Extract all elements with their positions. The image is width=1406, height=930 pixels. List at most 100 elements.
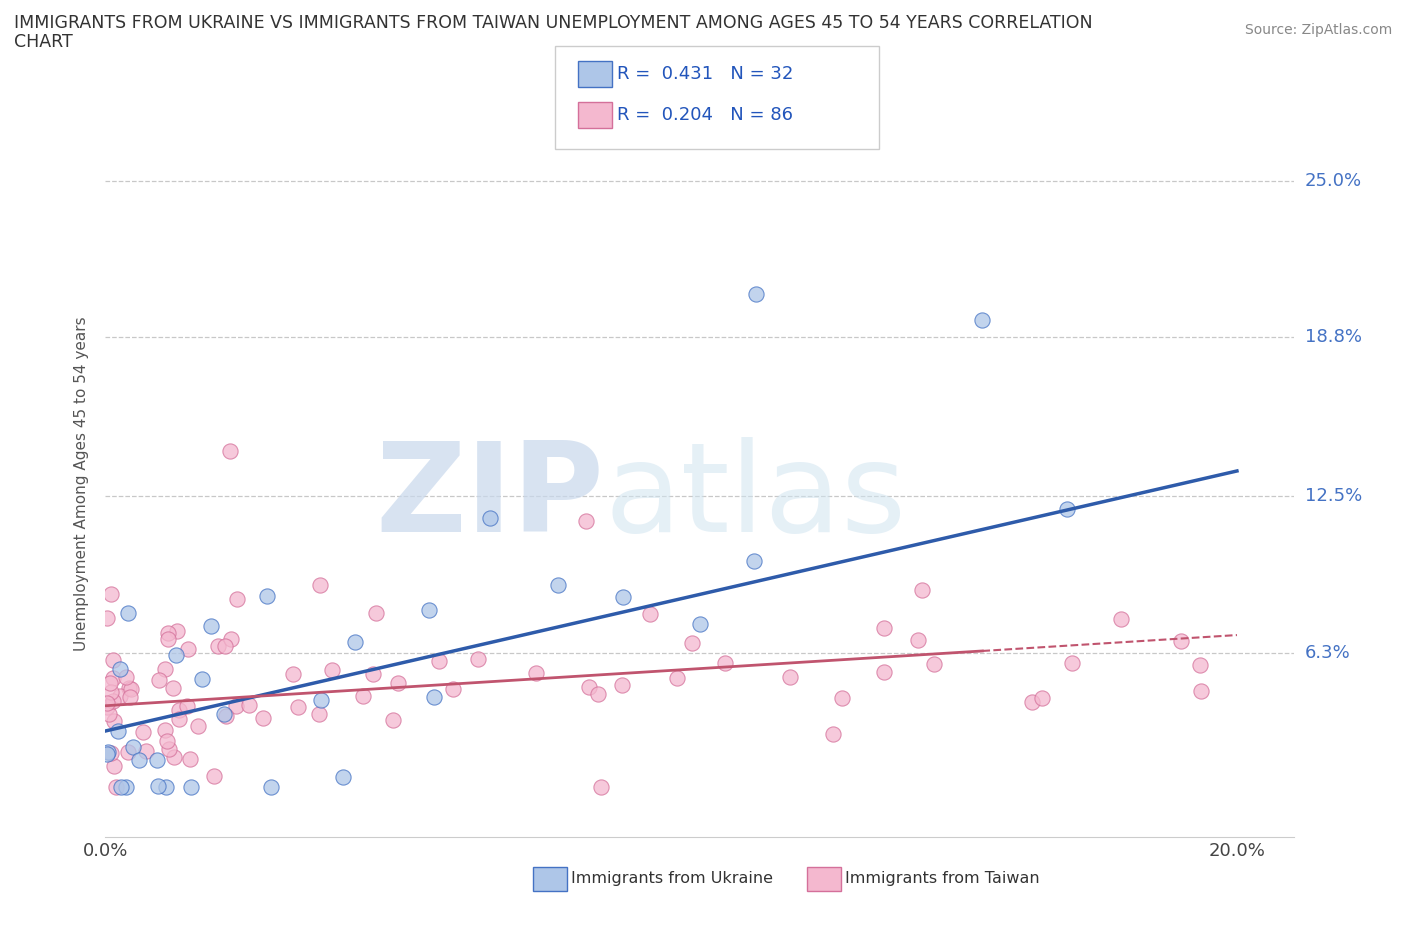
- Point: [547, 578, 569, 592]
- Point: [441, 682, 464, 697]
- Point: [145, 753, 167, 768]
- Point: [382, 713, 405, 728]
- Point: [157, 631, 180, 646]
- Text: 25.0%: 25.0%: [1305, 172, 1362, 190]
- Point: [177, 642, 200, 657]
- Point: [479, 511, 502, 525]
- Point: [689, 617, 711, 631]
- Point: [169, 702, 191, 717]
- Point: [120, 681, 142, 696]
- Point: [100, 685, 122, 700]
- Text: ZIP: ZIP: [375, 437, 605, 558]
- Point: [1062, 656, 1084, 671]
- Point: [578, 680, 600, 695]
- Point: [100, 746, 122, 761]
- Point: [155, 779, 177, 794]
- Text: CHART: CHART: [14, 33, 73, 50]
- Point: [169, 712, 191, 727]
- Point: [343, 635, 366, 650]
- Point: [287, 699, 309, 714]
- Point: [118, 681, 141, 696]
- Point: [200, 618, 222, 633]
- Point: [638, 606, 661, 621]
- Point: [972, 312, 994, 327]
- Point: [128, 752, 150, 767]
- Point: [214, 638, 236, 653]
- Point: [153, 723, 176, 737]
- Point: [101, 671, 124, 685]
- Point: [148, 778, 170, 793]
- Point: [221, 631, 243, 646]
- Point: [115, 779, 138, 794]
- Text: Source: ZipAtlas.com: Source: ZipAtlas.com: [1244, 23, 1392, 37]
- Text: Immigrants from Ukraine: Immigrants from Ukraine: [571, 871, 773, 886]
- Point: [176, 698, 198, 713]
- Point: [575, 514, 598, 529]
- Point: [107, 724, 129, 738]
- Point: [100, 587, 122, 602]
- Point: [96, 696, 118, 711]
- Point: [742, 553, 765, 568]
- Point: [135, 743, 157, 758]
- Point: [873, 621, 896, 636]
- Point: [132, 724, 155, 739]
- Point: [148, 672, 170, 687]
- Point: [166, 623, 188, 638]
- Point: [162, 681, 184, 696]
- Point: [1031, 690, 1053, 705]
- Point: [779, 670, 801, 684]
- Point: [387, 676, 409, 691]
- Point: [212, 706, 235, 721]
- Text: Immigrants from Taiwan: Immigrants from Taiwan: [845, 871, 1039, 886]
- Point: [214, 709, 236, 724]
- Point: [97, 707, 120, 722]
- Point: [427, 654, 450, 669]
- Point: [363, 667, 385, 682]
- Point: [165, 647, 187, 662]
- Point: [308, 707, 330, 722]
- Text: 12.5%: 12.5%: [1305, 487, 1362, 505]
- Point: [252, 711, 274, 725]
- Point: [96, 746, 118, 761]
- Point: [101, 694, 124, 709]
- Point: [96, 700, 118, 715]
- Point: [219, 444, 242, 458]
- Text: IMMIGRANTS FROM UKRAINE VS IMMIGRANTS FROM TAIWAN UNEMPLOYMENT AMONG AGES 45 TO : IMMIGRANTS FROM UKRAINE VS IMMIGRANTS FR…: [14, 14, 1092, 32]
- Point: [283, 667, 305, 682]
- Point: [821, 726, 844, 741]
- Point: [202, 769, 225, 784]
- Point: [907, 632, 929, 647]
- Point: [1188, 658, 1211, 672]
- Text: 18.8%: 18.8%: [1305, 328, 1361, 346]
- Point: [191, 671, 214, 686]
- Point: [260, 779, 283, 794]
- Point: [1189, 684, 1212, 698]
- Point: [238, 698, 260, 712]
- Point: [911, 583, 934, 598]
- Point: [256, 589, 278, 604]
- Point: [589, 779, 612, 794]
- Point: [110, 688, 132, 703]
- Point: [308, 578, 330, 592]
- Point: [118, 689, 141, 704]
- Point: [1170, 633, 1192, 648]
- Point: [524, 666, 547, 681]
- Text: atlas: atlas: [605, 437, 907, 558]
- Point: [103, 714, 125, 729]
- Point: [713, 656, 735, 671]
- Point: [225, 698, 247, 713]
- Point: [831, 691, 853, 706]
- Point: [873, 664, 896, 679]
- Point: [612, 590, 634, 604]
- Point: [98, 675, 121, 690]
- Point: [163, 750, 186, 764]
- Point: [96, 610, 118, 625]
- Point: [610, 677, 633, 692]
- Point: [1109, 612, 1132, 627]
- Point: [225, 591, 247, 606]
- Text: R =  0.204   N = 86: R = 0.204 N = 86: [617, 106, 793, 125]
- Y-axis label: Unemployment Among Ages 45 to 54 years: Unemployment Among Ages 45 to 54 years: [75, 316, 90, 651]
- Text: R =  0.431   N = 32: R = 0.431 N = 32: [617, 65, 793, 84]
- Point: [1021, 694, 1043, 709]
- Point: [156, 734, 179, 749]
